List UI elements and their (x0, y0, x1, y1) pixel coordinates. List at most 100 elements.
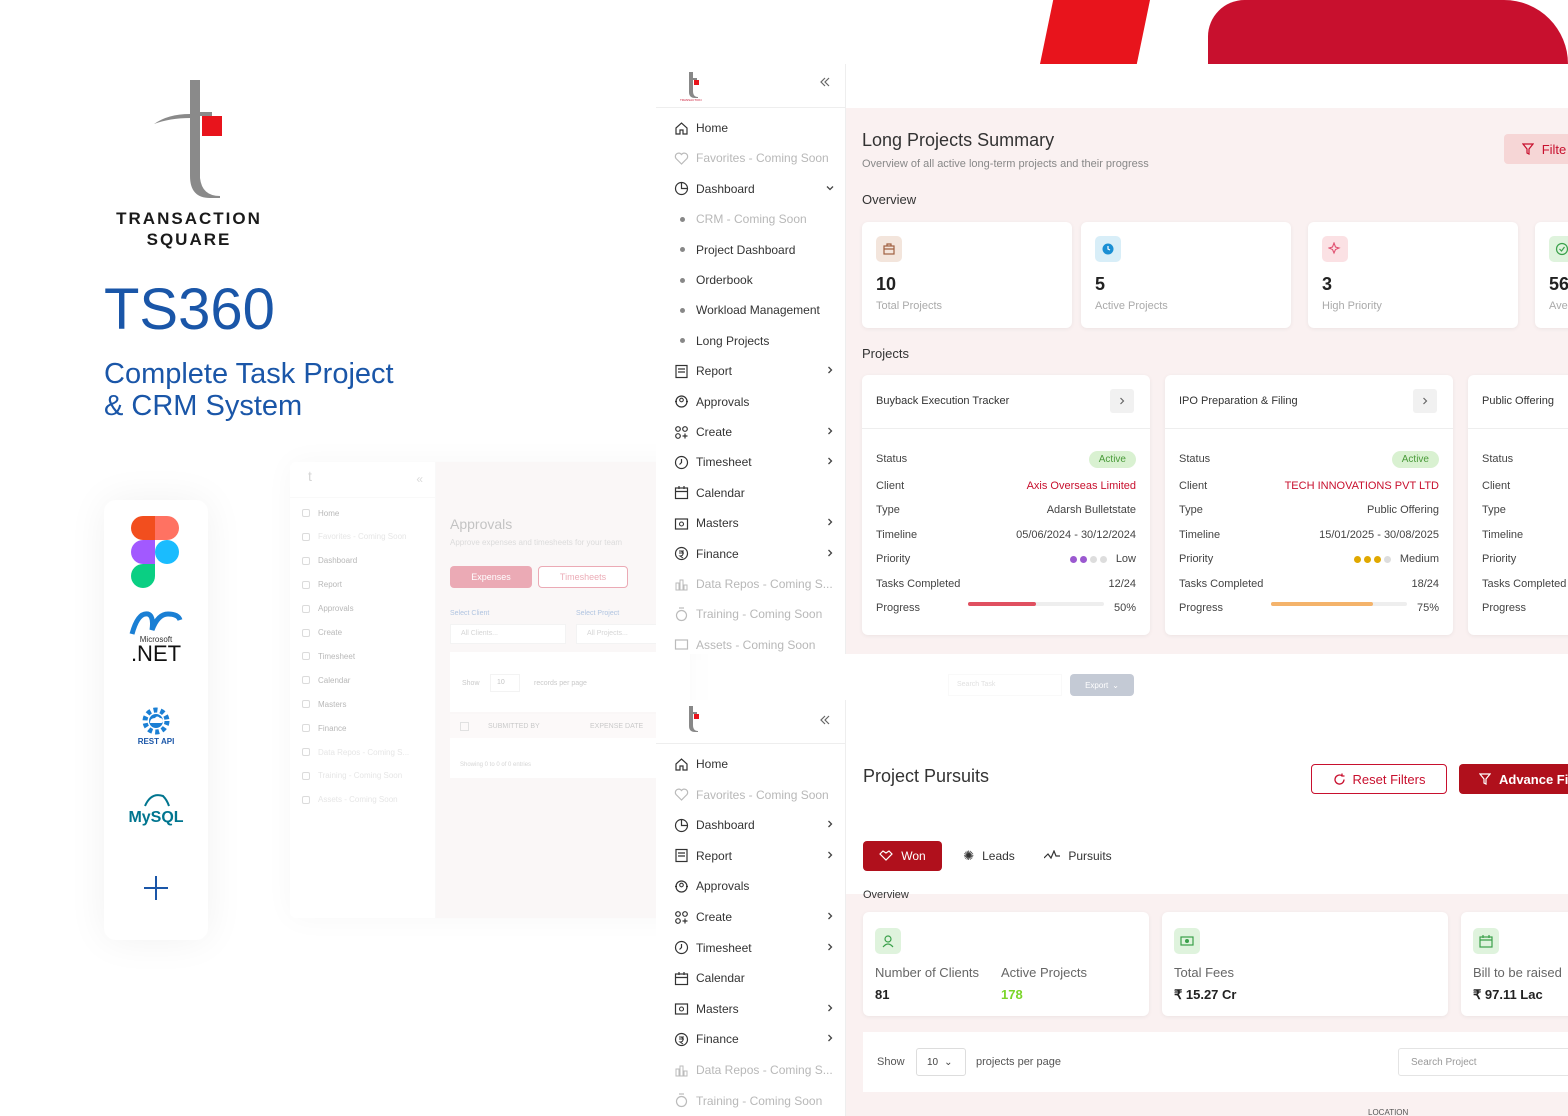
faded-sidebar-item[interactable]: Training - Coming Soon (302, 769, 422, 783)
sidebar-item-orderbook[interactable]: Orderbook (674, 270, 834, 290)
chevron-right-icon (828, 427, 833, 435)
export-button[interactable]: Export ⌄ (1070, 674, 1134, 696)
priority-value: Low (1115, 553, 1136, 565)
reset-filters-button[interactable]: Reset Filters (1311, 764, 1447, 794)
sidebar-item-label: CRM - Coming Soon (696, 212, 807, 227)
sidebar-item-label: Calendar (696, 971, 745, 986)
faded-bullet-icon (302, 580, 310, 589)
timesheets-tab-label: Timesheets (559, 572, 607, 582)
create-icon (675, 425, 688, 439)
plus-icon[interactable] (144, 876, 168, 900)
faded-bullet-icon (302, 652, 310, 661)
timesheets-tab[interactable]: Timesheets (538, 566, 628, 588)
sidebar-item-workload-management[interactable]: Workload Management (674, 300, 834, 320)
search-project-input[interactable]: Search Project (1398, 1048, 1568, 1076)
sidebar-item-masters[interactable]: Masters (674, 513, 834, 533)
sidebar-item-assets-coming-soon[interactable]: Assets - Coming Soon (674, 635, 834, 654)
open-project-button[interactable] (1413, 389, 1437, 413)
sidebar-item-crm-coming-soon[interactable]: CRM - Coming Soon (674, 209, 834, 229)
faded-sidebar-item[interactable]: Report (302, 578, 422, 592)
project-card[interactable]: IPO Preparation & Filing Status Active Clie… (1165, 375, 1453, 635)
sidebar-logo-icon: TRANSACTION (680, 70, 704, 102)
advance-filters-button[interactable]: Advance Fi (1459, 764, 1568, 794)
active-projects-value: 178 (1001, 987, 1023, 1002)
faded-sidebar-item[interactable]: Assets - Coming Soon (302, 793, 422, 807)
sidebar-item-timesheet[interactable]: Timesheet (674, 452, 834, 472)
project-card[interactable]: Public Offering Status Client Type Timeline P… (1468, 375, 1568, 635)
faded-sidebar-item[interactable]: Favorites - Coming Soon (302, 530, 422, 544)
filter-button[interactable]: Filte (1504, 134, 1568, 164)
faded-sidebar-item[interactable]: Timesheet (302, 649, 422, 663)
sidebar-item-data-repos-coming-s[interactable]: Data Repos - Coming S... (674, 1060, 834, 1080)
tab-won[interactable]: Won (863, 841, 942, 871)
project-card[interactable]: Buyback Execution Tracker Status Active Cli… (862, 375, 1150, 635)
faded-collapse-icon[interactable]: « (416, 472, 423, 486)
faded-sidebar-item[interactable]: Home (302, 506, 422, 520)
select-client[interactable]: All Clients... (450, 624, 566, 644)
sidebar-item-label: Calendar (696, 485, 745, 500)
search-task-input[interactable]: Search Task (948, 674, 1062, 696)
faded-sidebar-item[interactable]: Masters (302, 697, 422, 711)
sidebar-item-create[interactable]: Create (674, 907, 834, 927)
stat-value: 5 (1095, 274, 1106, 294)
priority-indicator: Low (1069, 553, 1136, 565)
sidebar-item-finance[interactable]: Finance (674, 544, 834, 564)
select-all-checkbox[interactable] (460, 722, 469, 731)
sidebar-item-approvals[interactable]: Approvals (674, 392, 834, 412)
sidebar-item-report[interactable]: Report (674, 361, 834, 381)
briefcase-icon (876, 236, 902, 262)
report-icon (675, 849, 688, 863)
timeline-value: 05/06/2024 - 30/12/2024 (1016, 529, 1136, 541)
refresh-icon (1333, 773, 1346, 786)
faded-sidebar-item[interactable]: Calendar (302, 673, 422, 687)
status-badge: Active (1088, 450, 1136, 468)
faded-sidebar-item[interactable]: Create (302, 626, 422, 640)
expenses-tab[interactable]: Expenses (450, 566, 532, 588)
tab-pursuits[interactable]: Pursuits (1038, 841, 1118, 871)
collapse-sidebar-icon[interactable] (819, 76, 831, 88)
faded-sidebar-item[interactable]: Data Repos - Coming S... (302, 745, 422, 759)
approvals-icon (675, 395, 688, 408)
page-size-select[interactable]: 10 ⌄ (916, 1048, 966, 1076)
pursuits-toolbar: Show 10 ⌄ projects per page Search Projec… (863, 1032, 1568, 1092)
sidebar-item-approvals[interactable]: Approvals (674, 876, 834, 896)
stat-card: 3 High Priority (1308, 222, 1518, 328)
open-project-button[interactable] (1110, 389, 1134, 413)
sidebar-item-label: Dashboard (696, 181, 755, 196)
faded-sidebar-item[interactable]: Dashboard (302, 554, 422, 568)
sidebar-item-long-projects[interactable]: Long Projects (674, 331, 834, 351)
calendar-icon (674, 971, 689, 985)
sidebar-item-training-coming-soon[interactable]: Training - Coming Soon (674, 1091, 834, 1111)
project-row-tasks: Tasks Completed 18/24 (1179, 576, 1439, 592)
sidebar-item-report[interactable]: Report (674, 846, 834, 866)
sidebar-item-calendar[interactable]: Calendar (674, 968, 834, 988)
sidebar-item-dashboard[interactable]: Dashboard (674, 179, 834, 199)
sidebar-item-label: Assets - Coming Soon (696, 637, 816, 652)
sidebar-item-data-repos-coming-s[interactable]: Data Repos - Coming S... (674, 574, 834, 594)
sidebar-item-timesheet[interactable]: Timesheet (674, 938, 834, 958)
sidebar-item-favorites-coming-soon[interactable]: Favorites - Coming Soon (674, 148, 834, 168)
sidebar-item-calendar[interactable]: Calendar (674, 483, 834, 503)
stat-value: 56 (1549, 274, 1568, 294)
sidebar-item-project-dashboard[interactable]: Project Dashboard (674, 240, 834, 260)
sidebar-item-create[interactable]: Create (674, 422, 834, 442)
mysql-icon: MySQL (124, 790, 188, 826)
collapse-sidebar-2-icon[interactable] (819, 714, 831, 726)
approvals-table-header: SUBMITTED BY EXPENSE DATE (450, 714, 690, 738)
sidebar-item-favorites-coming-soon[interactable]: Favorites - Coming Soon (674, 785, 834, 805)
sidebar-item-home[interactable]: Home (674, 118, 834, 138)
faded-sidebar-label: Timesheet (318, 651, 356, 661)
sidebar-item-masters[interactable]: Masters (674, 999, 834, 1019)
page-size-select[interactable]: 10 (490, 674, 520, 692)
faded-sidebar-item[interactable]: Finance (302, 721, 422, 735)
progress-bar (968, 602, 1104, 606)
sidebar-item-home[interactable]: Home (674, 754, 834, 774)
faded-sidebar-item[interactable]: Approvals (302, 602, 422, 616)
project-row-timeline: Timeline 15/01/2025 - 30/08/2025 (1179, 527, 1439, 543)
row-label: Type (1179, 504, 1203, 516)
sidebar-item-dashboard[interactable]: Dashboard (674, 815, 834, 835)
tab-leads[interactable]: ✺ Leads (954, 841, 1024, 871)
sidebar-item-finance[interactable]: Finance (674, 1029, 834, 1049)
sidebar-item-training-coming-soon[interactable]: Training - Coming Soon (674, 604, 834, 624)
active-projects-label: Active Projects (1001, 965, 1087, 980)
